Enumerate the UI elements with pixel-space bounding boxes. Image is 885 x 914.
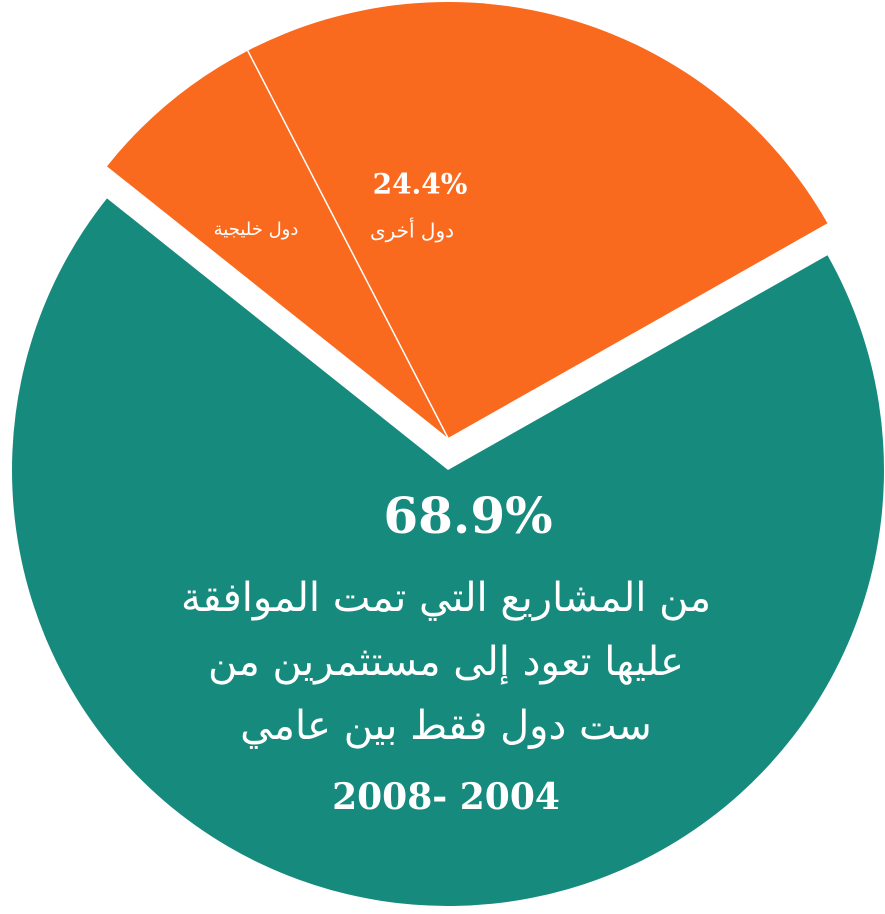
pie-slice [247,1,828,438]
annotation-line: 2008- 2004 [332,776,560,818]
annotation-line: ست دول فقط بين عامي [240,703,652,749]
annotation-line: عليها تعود إلى مستثمرين من [208,639,684,685]
pie-slice [11,198,884,907]
slice-separator [247,50,449,439]
annotation-line: من المشاريع التي تمت الموافقة [181,575,711,621]
slice-label: دول خليجية [214,219,299,240]
slice-value-label: 68.9% [383,486,552,545]
slice-label: دول أخرى [370,218,454,243]
pie-slice [106,50,448,439]
slice-value-label: 24.4% [373,168,468,201]
